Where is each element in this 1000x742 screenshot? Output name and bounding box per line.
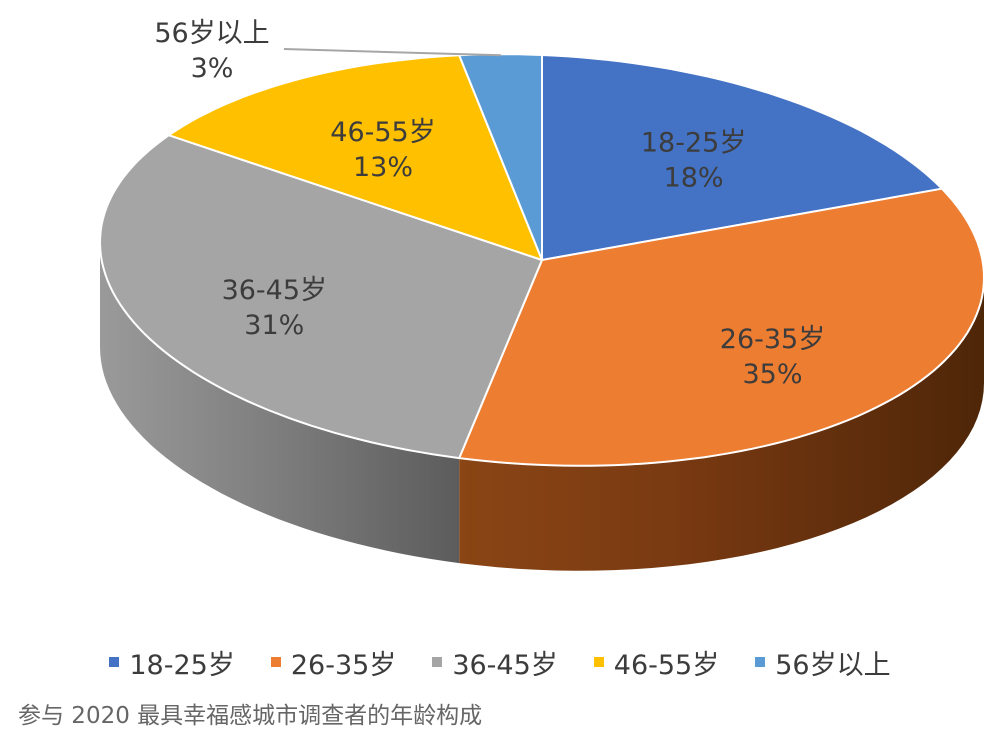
slice-value-56: 3% [191, 53, 234, 84]
legend-swatch-36-45 [432, 657, 443, 667]
slice-label-36-45: 36-45岁 [222, 275, 327, 306]
pie-side-26-35 [459, 277, 984, 571]
pie-slice-46-55 [167, 54, 543, 261]
legend-label-36-45: 36-45岁 [452, 649, 558, 681]
slice-value-18-25: 18% [664, 162, 724, 193]
legend: 18-25岁 26-35岁 36-45岁 46-55岁 56岁以上 [0, 640, 1000, 684]
pie-chart: 18-25岁 18% 26-35岁 35% 36-45岁 31% 46-55岁 13% 56岁以… [99, 18, 985, 571]
legend-item-18-25: 18-25岁 [109, 643, 235, 682]
pie-side-36-45 [100, 242, 460, 564]
legend-item-36-45: 36-45岁 [432, 643, 558, 682]
legend-swatch-46-55 [593, 657, 604, 667]
slice-value-26-35: 35% [742, 359, 802, 390]
slice-label-46-55: 46-55岁 [330, 117, 435, 148]
slice-label-56: 56岁以上 [154, 18, 269, 49]
slice-value-36-45: 31% [244, 310, 304, 341]
chart-caption: 参与 2020 最具幸福感城市调查者的年龄构成 [18, 703, 483, 729]
leader-line-56 [283, 48, 502, 57]
legend-item-46-55: 46-55岁 [593, 643, 720, 682]
slice-label-18-25: 18-25岁 [641, 127, 746, 158]
legend-label-56: 56岁以上 [775, 649, 891, 681]
legend-swatch-18-25 [109, 657, 120, 667]
legend-item-56: 56岁以上 [755, 643, 891, 682]
legend-swatch-26-35 [270, 657, 281, 667]
legend-swatch-56 [755, 657, 766, 667]
legend-label-46-55: 46-55岁 [613, 649, 720, 681]
slice-value-46-55: 13% [353, 152, 413, 183]
pie-chart-svg: 18-25岁 18% 26-35岁 35% 36-45岁 31% 46-55岁 13% 56岁以… [99, 18, 985, 571]
legend-label-26-35: 26-35岁 [290, 649, 397, 681]
pie-slice-26-35 [458, 187, 985, 467]
legend-item-26-35: 26-35岁 [270, 643, 397, 682]
pie-slice-18-25 [541, 54, 943, 261]
legend-label-18-25: 18-25岁 [129, 649, 235, 681]
slice-label-26-35: 26-35岁 [720, 324, 825, 355]
pie-slice-36-45 [99, 134, 543, 460]
